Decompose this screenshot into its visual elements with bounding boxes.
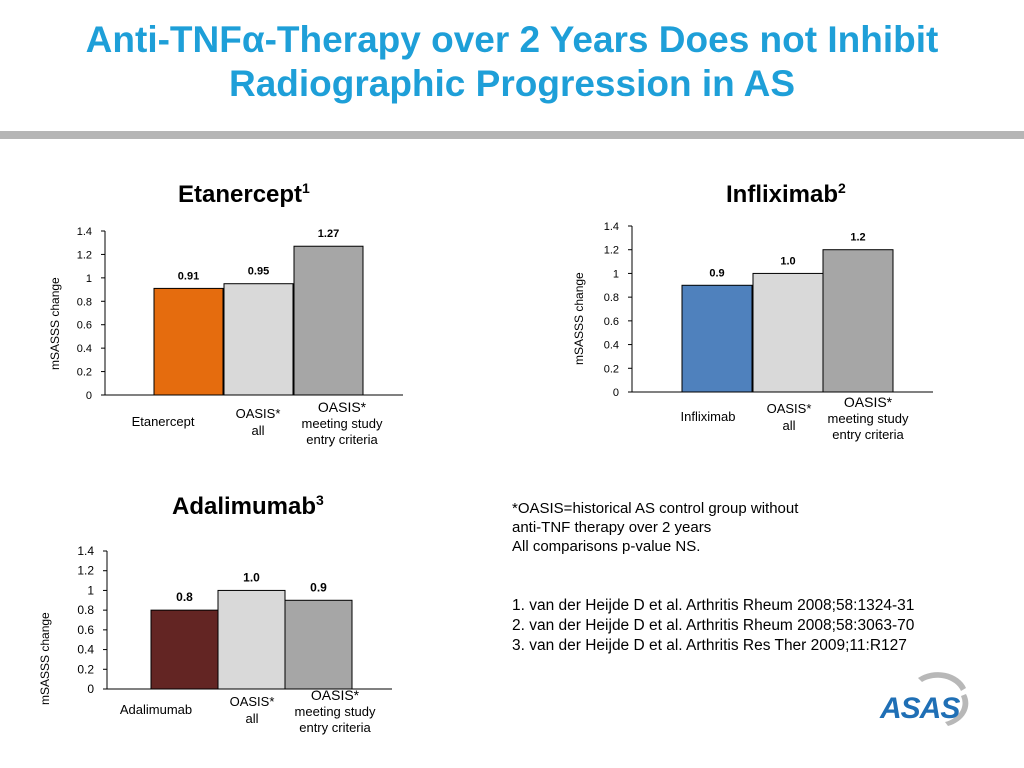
reference-item: 3. van der Heijde D et al. Arthritis Res… <box>512 637 907 654</box>
bar-value-label: 0.9 <box>709 267 724 279</box>
bar-value-label: 1.0 <box>243 570 260 584</box>
y-tick-label: 1.2 <box>604 245 619 257</box>
x-category-label: all <box>782 418 795 433</box>
y-tick-label: 1.2 <box>77 564 94 578</box>
x-category-label: OASIS* <box>318 399 367 415</box>
x-category-label: Etanercept <box>132 414 195 429</box>
y-tick-label: 1.2 <box>77 249 92 261</box>
title-divider <box>0 131 1024 139</box>
bar <box>150 609 219 690</box>
y-tick-label: 0 <box>86 390 92 402</box>
x-category-label: Adalimumab <box>120 702 192 717</box>
bar-value-label: 1.0 <box>780 255 795 267</box>
chart-title-footnote: 2 <box>838 180 846 196</box>
y-tick-label: 0 <box>87 682 94 696</box>
y-tick-label: 0.6 <box>77 623 94 637</box>
y-tick-label: 0.6 <box>604 316 619 328</box>
x-category-label: all <box>245 711 258 726</box>
y-tick-label: 1.4 <box>604 221 619 233</box>
chart-title-etanercept: Etanercept1 <box>178 180 310 209</box>
chart-title-footnote: 3 <box>316 492 324 508</box>
y-tick-label: 0.2 <box>77 367 92 379</box>
x-category-label: entry criteria <box>299 720 371 735</box>
y-tick-label: 0.8 <box>604 292 619 304</box>
bar-value-label: 1.27 <box>318 228 339 240</box>
footnote-line: anti-TNF therapy over 2 years <box>512 519 712 536</box>
bar-value-label: 0.91 <box>178 270 199 282</box>
oasis-footnote: *OASIS=historical AS control group witho… <box>512 499 798 556</box>
y-tick-label: 0.6 <box>77 320 92 332</box>
chart-title-text: Etanercept <box>178 181 303 208</box>
x-category-label: meeting study <box>295 704 376 719</box>
bar-value-label: 0.8 <box>176 590 193 604</box>
x-category-label: Infliximab <box>681 409 736 424</box>
bar <box>822 249 894 393</box>
x-category-label: entry criteria <box>832 427 904 442</box>
y-tick-label: 1 <box>87 583 94 597</box>
y-tick-label: 0.4 <box>77 643 94 657</box>
chart-title-infliximab: Infliximab2 <box>726 180 846 209</box>
x-category-label: OASIS* <box>236 406 281 421</box>
x-category-label: entry criteria <box>306 432 378 447</box>
x-category-label: all <box>251 423 264 438</box>
y-tick-label: 0.2 <box>604 363 619 375</box>
bar <box>284 599 353 690</box>
reference-item: 1. van der Heijde D et al. Arthritis Rhe… <box>512 597 915 614</box>
chart-title-text: Infliximab <box>726 181 839 208</box>
bar <box>223 283 294 396</box>
bar <box>293 245 364 396</box>
chart-title-adalimumab: Adalimumab3 <box>172 492 324 521</box>
reference-item: 2. van der Heijde D et al. Arthritis Rhe… <box>512 617 915 634</box>
bar-value-label: 1.2 <box>850 232 865 244</box>
bar-value-label: 0.95 <box>248 266 269 278</box>
footnote-line: *OASIS=historical AS control group witho… <box>512 500 799 517</box>
y-tick-label: 1 <box>613 268 619 280</box>
chart-title-text: Adalimumab <box>172 493 317 520</box>
y-tick-label: 0.2 <box>77 662 94 676</box>
x-category-label: OASIS* <box>230 694 275 709</box>
bar <box>217 589 286 690</box>
bar-value-label: 0.9 <box>310 580 327 594</box>
references-list: 1. van der Heijde D et al. Arthritis Rhe… <box>512 596 914 656</box>
x-category-label: OASIS* <box>767 401 812 416</box>
slide-title-line-1: Anti-TNFα-Therapy over 2 Years Does not … <box>85 19 939 60</box>
x-category-label: OASIS* <box>311 687 360 703</box>
y-tick-label: 1 <box>86 273 92 285</box>
slide-title: Anti-TNFα-Therapy over 2 Years Does not … <box>0 18 1024 106</box>
y-tick-label: 1.4 <box>77 226 92 238</box>
bar <box>153 287 224 396</box>
y-tick-label: 0.8 <box>77 296 92 308</box>
svg-text:ASAS: ASAS <box>879 692 960 725</box>
bar <box>681 284 753 393</box>
y-tick-label: 0.4 <box>77 343 92 355</box>
footnote-line: All comparisons p-value NS. <box>512 538 701 555</box>
x-category-label: meeting study <box>828 411 909 426</box>
bar <box>752 272 824 393</box>
y-tick-label: 0.4 <box>604 340 619 352</box>
slide-title-line-2: Radiographic Progression in AS <box>228 63 796 104</box>
asas-logo: ASAS <box>879 672 969 726</box>
y-tick-label: 0 <box>613 387 619 399</box>
y-tick-label: 0.8 <box>77 603 94 617</box>
x-category-label: OASIS* <box>844 394 893 410</box>
x-category-label: meeting study <box>302 416 383 431</box>
y-tick-label: 1.4 <box>77 544 94 558</box>
chart-title-footnote: 1 <box>302 180 310 196</box>
